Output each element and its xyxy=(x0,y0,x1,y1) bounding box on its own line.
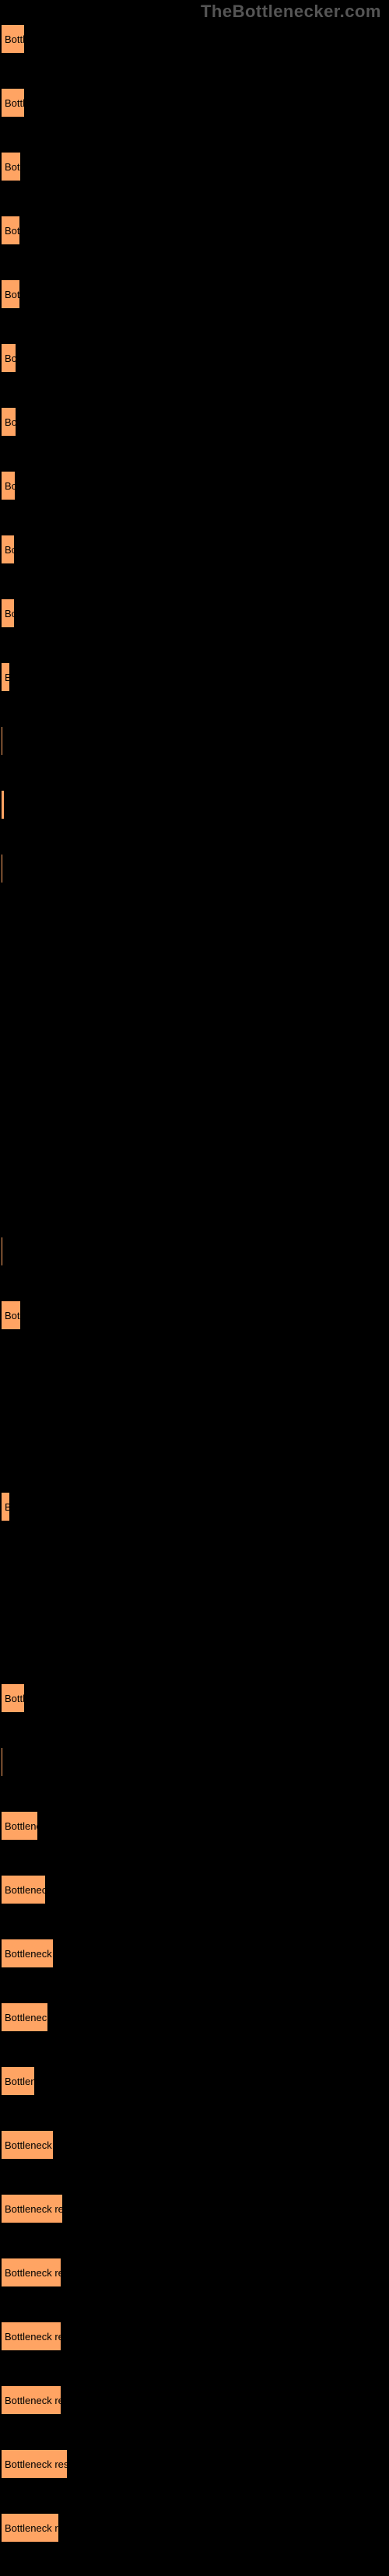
bar: Bottlen xyxy=(0,2065,36,2097)
bar-label: Bottleneck res xyxy=(5,2267,62,2279)
bar-label: Bottleneck xyxy=(5,2012,49,2023)
bar-row: Bottleneck r xyxy=(0,1938,389,1969)
bar: Bottleneck r xyxy=(0,2129,54,2160)
bar-label: Bottlene xyxy=(5,1820,39,1832)
bar-row: Bo xyxy=(0,470,389,501)
bar-row: Bottleneck res xyxy=(0,2385,389,2416)
bar: Bottleneck xyxy=(0,1874,47,1905)
bar-row: Bo xyxy=(0,534,389,565)
bar: Bottleneck res xyxy=(0,2257,62,2288)
bar-label: Bottlen xyxy=(5,2076,36,2087)
bar: Bottleneck res xyxy=(0,2385,62,2416)
bar-row xyxy=(0,853,389,884)
bar-row: Bot xyxy=(0,151,389,182)
bar-chart: Bottl Bottl Bot Bot Bot Bo Bo Bo Bo Bo B Bot B Bottl B… xyxy=(0,0,389,2543)
bar: Bo xyxy=(0,598,16,629)
bar-label: Bo xyxy=(5,480,16,492)
bar-row: Bo xyxy=(0,406,389,437)
bar-row: Bottleneck res xyxy=(0,2257,389,2288)
bar-label: Bottl xyxy=(5,33,25,45)
bar-row: Bottleneck xyxy=(0,2002,389,2033)
bar-label: Bot xyxy=(5,225,20,237)
bar-label: Bottleneck res xyxy=(5,2331,62,2343)
bar: Bottleneck res xyxy=(0,2193,64,2224)
bar-row xyxy=(0,1236,389,1267)
bar-row: Bottleneck res xyxy=(0,2321,389,2352)
bar-row: Bottl xyxy=(0,1683,389,1714)
bar: Bo xyxy=(0,534,16,565)
bar-row xyxy=(0,1555,389,1586)
bar-label: Bottl xyxy=(5,97,25,109)
bar: Bot xyxy=(0,151,22,182)
bar: Bottleneck res xyxy=(0,2321,62,2352)
bar-row: Bot xyxy=(0,1300,389,1331)
bar-row xyxy=(0,1619,389,1650)
bar: Bo xyxy=(0,342,17,374)
bar-row: Bottleneck re xyxy=(0,2512,389,2543)
bar-row: Bot xyxy=(0,215,389,246)
watermark-text: TheBottlenecker.com xyxy=(201,2,381,22)
bar-row: B xyxy=(0,1491,389,1522)
bar-row: Bottl xyxy=(0,23,389,54)
bar-row xyxy=(0,1108,389,1139)
bar-label: Bo xyxy=(5,416,17,428)
bar xyxy=(0,1746,4,1778)
bar-label: B xyxy=(5,672,11,683)
bar-row xyxy=(0,789,389,820)
bar-label: Bo xyxy=(5,353,17,364)
bar: B xyxy=(0,1491,11,1522)
bar-row xyxy=(0,1746,389,1778)
bar-label: Bottleneck res xyxy=(5,2395,62,2406)
bar xyxy=(0,1236,4,1267)
bar: B xyxy=(0,662,11,693)
bar: Bottl xyxy=(0,23,26,54)
bar-row: Bottleneck resu xyxy=(0,2448,389,2479)
bar-row: Bo xyxy=(0,342,389,374)
bar: Bottl xyxy=(0,87,26,118)
bar-row xyxy=(0,917,389,948)
bar: Bottlene xyxy=(0,1810,39,1841)
bar-label: Bottleneck res xyxy=(5,2203,64,2215)
bar-label: Bo xyxy=(5,608,16,619)
bar-label: Bot xyxy=(5,289,20,300)
bar: Bo xyxy=(0,406,17,437)
bar-row xyxy=(0,1363,389,1395)
bar-label: Bottleneck xyxy=(5,1884,47,1896)
bar-label: Bottl xyxy=(5,1693,25,1704)
bar-label: Bot xyxy=(5,161,20,173)
bar xyxy=(0,789,5,820)
bar-label: Bottleneck re xyxy=(5,2522,60,2534)
bar-row: Bottleneck r xyxy=(0,2129,389,2160)
bar: Bottleneck resu xyxy=(0,2448,68,2479)
bar-row xyxy=(0,1427,389,1458)
bar-label: Bottleneck resu xyxy=(5,2458,68,2470)
bar-row: Bottleneck xyxy=(0,1874,389,1905)
bar: Bot xyxy=(0,215,21,246)
bar: Bo xyxy=(0,470,16,501)
bar-row: Bottlene xyxy=(0,1810,389,1841)
bar-row: Bot xyxy=(0,279,389,310)
bar: Bottleneck re xyxy=(0,2512,60,2543)
bar: Bottl xyxy=(0,1683,26,1714)
bar-label: Bottleneck r xyxy=(5,1948,54,1960)
bar-row: B xyxy=(0,662,389,693)
bar-row: Bottleneck res xyxy=(0,2193,389,2224)
bar-row xyxy=(0,1172,389,1203)
bar-label: Bot xyxy=(5,1310,20,1321)
bar: Bottleneck r xyxy=(0,1938,54,1969)
bar: Bot xyxy=(0,1300,22,1331)
bar-row: Bottl xyxy=(0,87,389,118)
bar-row: Bo xyxy=(0,598,389,629)
bar-row xyxy=(0,725,389,756)
bar xyxy=(0,725,4,756)
bar-label: Bo xyxy=(5,544,16,556)
bar-row xyxy=(0,981,389,1012)
bar-row xyxy=(0,1044,389,1076)
bar-label: Bottleneck r xyxy=(5,2139,54,2151)
bar-row: Bottlen xyxy=(0,2065,389,2097)
bar-label: B xyxy=(5,1501,11,1513)
bar xyxy=(0,853,4,884)
bar: Bottleneck xyxy=(0,2002,49,2033)
bar: Bot xyxy=(0,279,21,310)
